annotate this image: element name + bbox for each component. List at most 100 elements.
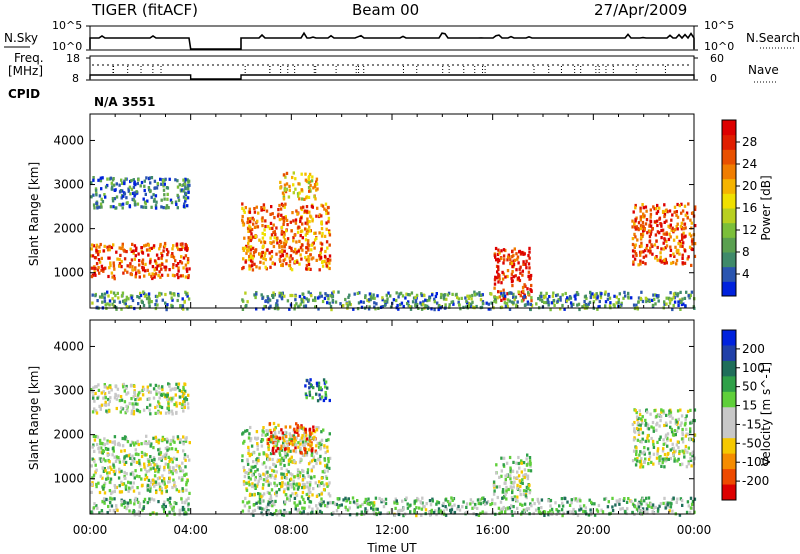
echo-cell [649,232,652,236]
echo-cell [137,397,140,401]
echo-cell [679,244,682,248]
echo-cell [162,180,165,185]
echo-cell [103,392,107,396]
echo-cell [647,462,650,466]
echo-cell [652,452,656,456]
echo-cell [494,246,498,251]
colorbar-swatch [722,469,736,486]
echo-cell [662,442,665,446]
echo-cell [167,406,170,410]
echo-cell [286,223,289,227]
echo-cell [645,209,648,213]
echo-cell [502,248,506,252]
echo-cell [153,275,156,279]
echo-cell [115,455,118,459]
echo-cell [112,463,115,467]
echo-cell [293,496,297,500]
echo-cell [121,407,124,411]
echo-cell [302,510,305,514]
echo-cell [181,505,185,510]
echo-cell [515,461,518,465]
echo-cell [114,459,118,463]
echo-cell [148,484,152,488]
echo-cell [479,511,482,515]
echo-cell [509,466,512,470]
echo-cell [517,276,520,280]
echo-cell [126,391,130,395]
echo-cell [690,221,693,225]
echo-cell [184,510,187,514]
echo-cell [111,199,115,203]
echo-cell [325,482,328,486]
echo-cell [146,388,149,392]
echo-cell [187,187,190,191]
echo-cell [133,502,136,506]
echo-cell [150,442,153,446]
echo-cell [247,226,250,230]
echo-cell [285,171,289,175]
echo-cell [639,427,642,431]
echo-cell [141,250,144,254]
echo-cell [309,184,312,188]
echo-cell [514,497,517,501]
echo-cell [90,266,94,270]
echo-cell [644,222,648,226]
echo-cell [152,466,155,470]
echo-cell [561,504,565,508]
echo-cell [670,502,673,506]
echo-cell [652,205,655,209]
echo-cell [306,229,310,233]
echo-cell [570,304,573,308]
echo-cell [91,410,95,414]
echo-cell [146,268,149,272]
echo-cell [128,486,131,490]
echo-cell [328,494,332,498]
echo-cell [681,433,684,437]
echo-cell [393,501,396,505]
echo-cell [173,481,176,485]
echo-cell [690,452,694,456]
echo-cell [570,501,573,505]
echo-cell [262,430,265,434]
echo-cell [141,262,144,266]
echo-cell [90,181,93,185]
echo-cell [277,430,281,434]
echo-cell [639,206,642,210]
echo-cell [291,175,294,180]
echo-cell [158,488,162,492]
echo-cell [508,506,512,510]
echo-cell [663,203,666,207]
echo-cell [664,506,667,510]
echo-cell [153,268,156,272]
echo-cell [93,438,97,442]
echo-cell [520,459,523,463]
echo-cell [108,471,111,475]
echo-cell [415,499,418,503]
echo-cell [448,502,452,506]
echo-cell [419,301,422,305]
echo-cell [285,486,289,490]
echo-cell [260,240,263,244]
echo-cell [671,416,674,420]
echo-cell [305,453,309,457]
echo-cell [173,387,177,391]
echo-cell [295,240,298,244]
echo-cell [310,294,313,298]
colorbar-swatch [722,252,736,268]
echo-cell [136,402,139,406]
echo-cell [327,211,330,215]
echo-cell [632,210,635,214]
echo-cell [285,510,288,515]
echo-cell [183,391,186,395]
echo-cell [132,404,135,408]
echo-cell [115,406,118,411]
echo-cell [323,469,326,473]
x-tick-label: 12:00 [375,523,410,537]
echo-cell [444,513,448,517]
echo-cell [168,476,171,480]
echo-cell [663,302,666,306]
echo-cell [465,299,468,303]
echo-cell [304,427,307,431]
echo-cell [316,441,319,445]
echo-cell [266,441,269,446]
